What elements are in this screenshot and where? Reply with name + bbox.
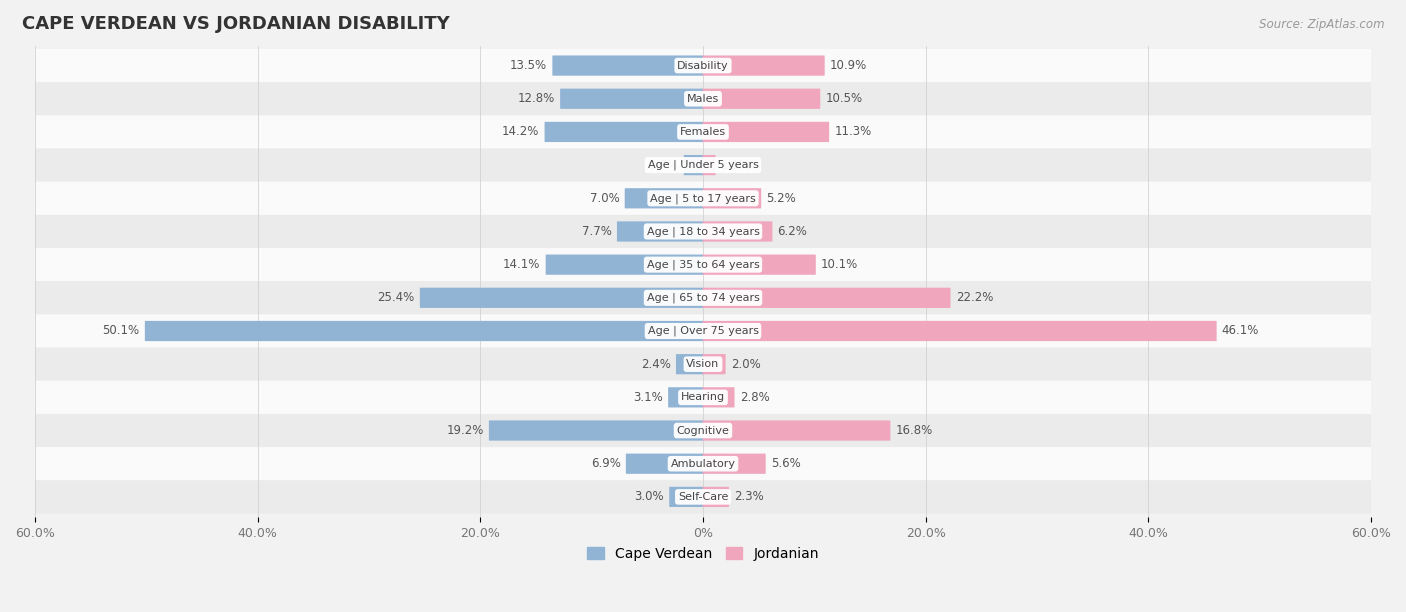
Text: Cognitive: Cognitive [676, 425, 730, 436]
Text: 2.0%: 2.0% [731, 357, 761, 371]
FancyBboxPatch shape [35, 414, 1371, 447]
Text: 3.1%: 3.1% [633, 391, 662, 404]
Text: 12.8%: 12.8% [517, 92, 555, 105]
FancyBboxPatch shape [703, 255, 815, 275]
FancyBboxPatch shape [35, 348, 1371, 381]
Text: 2.3%: 2.3% [734, 490, 763, 504]
Text: Ambulatory: Ambulatory [671, 459, 735, 469]
Text: Age | 65 to 74 years: Age | 65 to 74 years [647, 293, 759, 303]
FancyBboxPatch shape [35, 115, 1371, 149]
FancyBboxPatch shape [703, 288, 950, 308]
Text: CAPE VERDEAN VS JORDANIAN DISABILITY: CAPE VERDEAN VS JORDANIAN DISABILITY [21, 15, 450, 33]
Text: Hearing: Hearing [681, 392, 725, 402]
FancyBboxPatch shape [35, 182, 1371, 215]
FancyBboxPatch shape [703, 56, 825, 76]
Text: 5.2%: 5.2% [766, 192, 796, 205]
Text: Age | Under 5 years: Age | Under 5 years [648, 160, 758, 170]
Text: Females: Females [681, 127, 725, 137]
FancyBboxPatch shape [35, 149, 1371, 182]
Text: 16.8%: 16.8% [896, 424, 932, 437]
FancyBboxPatch shape [669, 487, 703, 507]
FancyBboxPatch shape [703, 453, 766, 474]
Text: Age | 5 to 17 years: Age | 5 to 17 years [650, 193, 756, 204]
Text: Age | 18 to 34 years: Age | 18 to 34 years [647, 226, 759, 237]
FancyBboxPatch shape [560, 89, 703, 109]
FancyBboxPatch shape [35, 282, 1371, 315]
Text: Self-Care: Self-Care [678, 492, 728, 502]
FancyBboxPatch shape [703, 321, 1216, 341]
Text: 14.1%: 14.1% [503, 258, 540, 271]
Text: 50.1%: 50.1% [103, 324, 139, 337]
FancyBboxPatch shape [703, 89, 820, 109]
FancyBboxPatch shape [703, 122, 830, 142]
Text: 11.3%: 11.3% [834, 125, 872, 138]
Text: Males: Males [688, 94, 718, 104]
Text: 10.1%: 10.1% [821, 258, 858, 271]
FancyBboxPatch shape [553, 56, 703, 76]
FancyBboxPatch shape [626, 453, 703, 474]
Text: 6.2%: 6.2% [778, 225, 807, 238]
Text: Vision: Vision [686, 359, 720, 369]
FancyBboxPatch shape [35, 480, 1371, 513]
FancyBboxPatch shape [624, 188, 703, 209]
Legend: Cape Verdean, Jordanian: Cape Verdean, Jordanian [581, 541, 825, 566]
FancyBboxPatch shape [703, 222, 772, 242]
FancyBboxPatch shape [489, 420, 703, 441]
Text: 25.4%: 25.4% [377, 291, 415, 304]
FancyBboxPatch shape [544, 122, 703, 142]
FancyBboxPatch shape [703, 487, 728, 507]
Text: 13.5%: 13.5% [510, 59, 547, 72]
Text: 10.9%: 10.9% [830, 59, 868, 72]
FancyBboxPatch shape [683, 155, 703, 175]
FancyBboxPatch shape [35, 381, 1371, 414]
Text: 1.1%: 1.1% [721, 159, 751, 171]
Text: 46.1%: 46.1% [1222, 324, 1260, 337]
FancyBboxPatch shape [703, 354, 725, 375]
FancyBboxPatch shape [703, 420, 890, 441]
Text: 7.7%: 7.7% [582, 225, 612, 238]
FancyBboxPatch shape [35, 215, 1371, 248]
FancyBboxPatch shape [703, 155, 716, 175]
FancyBboxPatch shape [35, 447, 1371, 480]
Text: 3.0%: 3.0% [634, 490, 664, 504]
Text: 7.0%: 7.0% [589, 192, 620, 205]
Text: 14.2%: 14.2% [502, 125, 540, 138]
FancyBboxPatch shape [703, 387, 734, 408]
Text: Age | Over 75 years: Age | Over 75 years [648, 326, 758, 336]
FancyBboxPatch shape [35, 248, 1371, 282]
FancyBboxPatch shape [617, 222, 703, 242]
Text: 2.4%: 2.4% [641, 357, 671, 371]
Text: 1.7%: 1.7% [648, 159, 679, 171]
Text: 5.6%: 5.6% [770, 457, 800, 470]
Text: Age | 35 to 64 years: Age | 35 to 64 years [647, 259, 759, 270]
Text: Disability: Disability [678, 61, 728, 70]
FancyBboxPatch shape [668, 387, 703, 408]
Text: 22.2%: 22.2% [956, 291, 993, 304]
Text: 6.9%: 6.9% [591, 457, 620, 470]
Text: Source: ZipAtlas.com: Source: ZipAtlas.com [1260, 18, 1385, 31]
FancyBboxPatch shape [35, 82, 1371, 115]
FancyBboxPatch shape [35, 315, 1371, 348]
Text: 10.5%: 10.5% [825, 92, 863, 105]
FancyBboxPatch shape [35, 49, 1371, 82]
Text: 2.8%: 2.8% [740, 391, 769, 404]
FancyBboxPatch shape [145, 321, 703, 341]
FancyBboxPatch shape [546, 255, 703, 275]
FancyBboxPatch shape [420, 288, 703, 308]
FancyBboxPatch shape [676, 354, 703, 375]
Text: 19.2%: 19.2% [446, 424, 484, 437]
FancyBboxPatch shape [703, 188, 761, 209]
